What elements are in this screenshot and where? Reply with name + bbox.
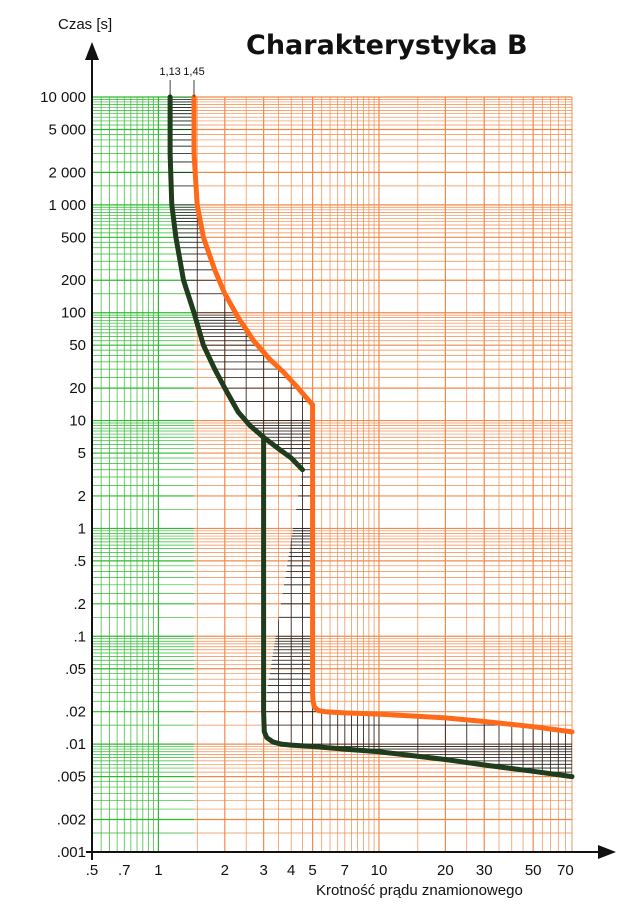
upper-curve-thermal <box>191 94 316 408</box>
x-axis-label: Krotność prądu znamionowego <box>316 882 523 899</box>
marker-label: 1,45 <box>183 66 204 78</box>
y-tick-label: .005 <box>57 769 86 786</box>
y-tick-label: 20 <box>69 380 86 397</box>
y-tick-label: .01 <box>65 736 86 753</box>
grid <box>91 96 573 853</box>
band-grid-group <box>170 97 572 777</box>
x-tick-label: 4 <box>287 862 295 879</box>
y-tick-label: 2 000 <box>48 164 86 181</box>
x-tick-label: .5 <box>86 862 99 879</box>
x-tick-label: 2 <box>221 862 229 879</box>
chart-title: Charakterystyka B <box>246 30 528 61</box>
x-tick-label: 30 <box>476 862 493 879</box>
y-tick-label: .001 <box>57 844 86 861</box>
y-tick-label: .5 <box>73 553 86 570</box>
y-tick-label: .05 <box>65 661 86 678</box>
marker-label: 1,13 <box>159 66 180 78</box>
upper-curve-instant <box>310 402 575 735</box>
y-tick-label: 2 <box>78 488 86 505</box>
y-tick-label: .02 <box>65 704 86 721</box>
y-axis-arrow <box>85 42 99 60</box>
y-tick-label: .1 <box>73 628 86 645</box>
lower-curve-instant <box>261 434 575 780</box>
y-tick-label: 200 <box>61 272 86 289</box>
y-tick-label: 5 <box>78 445 86 462</box>
y-tick-label: .2 <box>73 596 86 613</box>
y-tick-label: 500 <box>61 229 86 246</box>
y-tick-label: 1 000 <box>48 197 86 214</box>
curves <box>167 94 575 780</box>
y-tick-label: .002 <box>57 812 86 829</box>
x-tick-label: 5 <box>308 862 316 879</box>
y-tick-label: 10 000 <box>40 89 86 106</box>
y-tick-label: 10 <box>69 413 86 430</box>
x-tick-label: 1 <box>154 862 162 879</box>
x-axis-arrow <box>598 845 616 859</box>
x-tick-label: 7 <box>341 862 349 879</box>
y-tick-label: 100 <box>61 305 86 322</box>
x-tick-label: 50 <box>525 862 542 879</box>
tolerance-band-grid <box>170 97 572 777</box>
x-tick-label: 10 <box>371 862 388 879</box>
axes <box>85 42 616 860</box>
lower-curve-thermal <box>167 94 305 473</box>
y-tick-label: 50 <box>69 337 86 354</box>
y-tick-label: 1 <box>78 520 86 537</box>
x-tick-label: 20 <box>437 862 454 879</box>
x-tick-label: 70 <box>557 862 574 879</box>
tick-labels: 10 000 5 000 2 000 1 000 500 200 100 50 20 10 5 2 1.… <box>40 66 574 879</box>
y-axis-label: Czas [s] <box>58 16 113 33</box>
y-tick-label: 5 000 <box>48 121 86 138</box>
x-tick-label: 3 <box>259 862 267 879</box>
x-tick-label: .7 <box>118 862 131 879</box>
